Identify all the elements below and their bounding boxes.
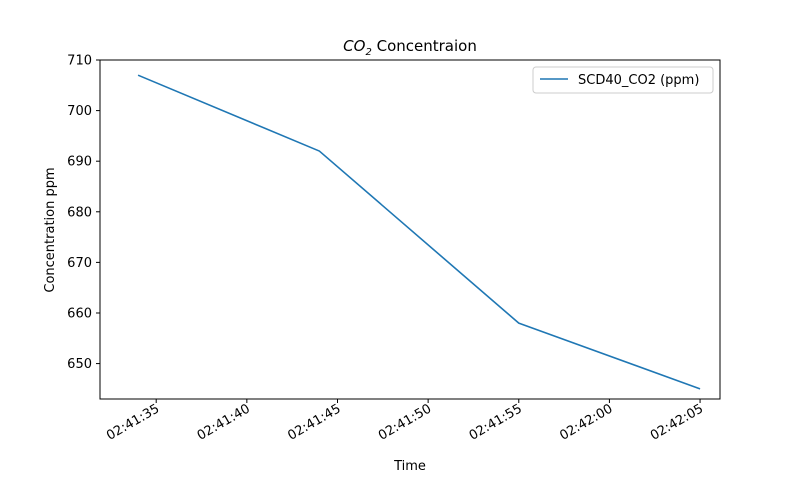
y-tick-label: 680 bbox=[67, 205, 92, 220]
legend-series-label: SCD40_CO2 (ppm) bbox=[578, 73, 699, 88]
legend-box bbox=[532, 66, 714, 94]
chart-title-main: CO bbox=[343, 37, 365, 55]
chart-title-rest: Concentraion bbox=[372, 37, 477, 55]
y-tick-label: 670 bbox=[67, 256, 92, 271]
x-axis-label: Time bbox=[393, 459, 426, 474]
y-tick-label: 650 bbox=[67, 357, 92, 372]
legend: SCD40_CO2 (ppm) bbox=[532, 66, 714, 94]
chart-title: CO2 Concentraion bbox=[343, 37, 477, 58]
axes-frame bbox=[99, 59, 721, 400]
y-tick-label: 690 bbox=[67, 155, 92, 170]
chart-title-subscript: 2 bbox=[365, 47, 371, 58]
y-axis-label: Concentration ppm bbox=[43, 167, 58, 292]
series-line-0 bbox=[137, 74, 701, 390]
y-tick-label: 660 bbox=[67, 306, 92, 321]
y-tick-label: 700 bbox=[67, 104, 92, 119]
y-tick-label: 710 bbox=[67, 54, 92, 69]
